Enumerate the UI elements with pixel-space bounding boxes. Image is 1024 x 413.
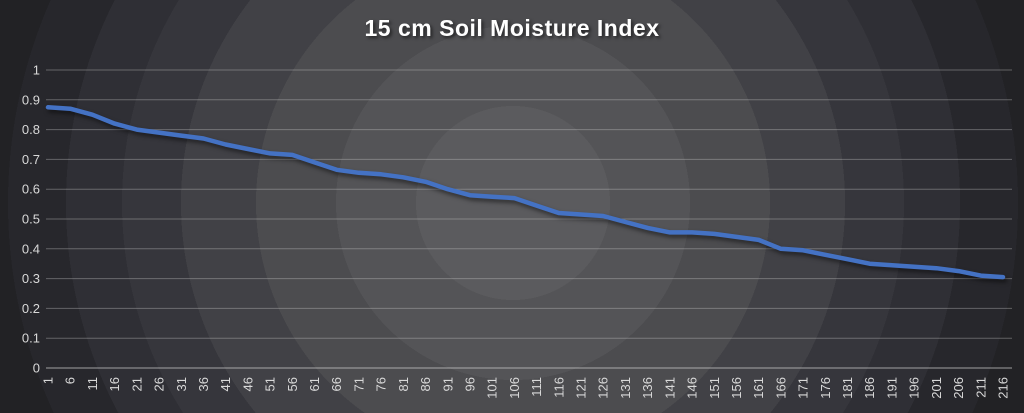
- y-tick-label: 0.4: [22, 241, 40, 256]
- x-tick-label: 31: [174, 377, 189, 391]
- x-tick-label: 41: [218, 377, 233, 391]
- x-tick-label: 196: [907, 377, 922, 399]
- x-tick-label: 141: [662, 377, 677, 399]
- x-tick-label: 206: [951, 377, 966, 399]
- x-tick-label: 136: [640, 377, 655, 399]
- x-tick-label: 151: [707, 377, 722, 399]
- x-tick-label: 111: [529, 377, 544, 397]
- x-tick-label: 86: [418, 377, 433, 391]
- y-tick-label: 0.5: [22, 212, 40, 227]
- x-tick-label: 76: [374, 377, 389, 391]
- x-tick-label: 81: [396, 377, 411, 391]
- x-tick-label: 51: [263, 377, 278, 391]
- x-tick-label: 91: [440, 377, 455, 391]
- x-tick-label: 161: [751, 377, 766, 399]
- x-tick-label: 21: [129, 377, 144, 391]
- x-tick-label: 6: [63, 377, 78, 384]
- x-tick-label: 61: [307, 377, 322, 391]
- x-tick-label: 186: [862, 377, 877, 399]
- x-tick-label: 36: [196, 377, 211, 391]
- x-tick-label: 1: [41, 377, 56, 384]
- x-tick-label: 96: [462, 377, 477, 391]
- x-tick-label: 156: [729, 377, 744, 399]
- x-tick-label: 166: [773, 377, 788, 399]
- x-tick-label: 216: [996, 377, 1011, 399]
- x-tick-label: 131: [618, 377, 633, 399]
- x-tick-label: 26: [152, 377, 167, 391]
- x-tick-label: 66: [329, 377, 344, 391]
- x-tick-label: 176: [818, 377, 833, 399]
- x-tick-label: 16: [107, 377, 122, 391]
- x-tick-label: 101: [485, 377, 500, 399]
- y-tick-label: 0.6: [22, 182, 40, 197]
- x-tick-label: 71: [351, 377, 366, 391]
- x-tick-label: 11: [85, 377, 100, 391]
- x-tick-label: 201: [929, 377, 944, 399]
- x-tick-label: 121: [574, 377, 589, 399]
- x-tick-label: 146: [685, 377, 700, 399]
- chart-title: 15 cm Soil Moisture Index: [364, 15, 660, 41]
- x-tick-label: 181: [840, 377, 855, 399]
- x-tick-label: 116: [551, 377, 566, 398]
- x-tick-label: 106: [507, 377, 522, 399]
- y-tick-label: 0.9: [22, 92, 40, 107]
- series-line: [45, 105, 1006, 280]
- y-tick-label: 0.3: [22, 271, 40, 286]
- x-tick-label: 191: [884, 377, 899, 399]
- y-tick-label: 0: [33, 361, 40, 376]
- x-tick-label: 126: [596, 377, 611, 399]
- y-tick-label: 0.7: [22, 152, 40, 167]
- x-tick-label: 171: [796, 377, 811, 399]
- x-tick-label: 56: [285, 377, 300, 391]
- y-tick-label: 1: [33, 63, 40, 78]
- y-tick-label: 0.8: [22, 122, 40, 137]
- y-tick-label: 0.1: [22, 331, 40, 346]
- x-tick-label: 211: [973, 377, 988, 398]
- y-tick-label: 0.2: [22, 301, 40, 316]
- x-tick-label: 46: [240, 377, 255, 391]
